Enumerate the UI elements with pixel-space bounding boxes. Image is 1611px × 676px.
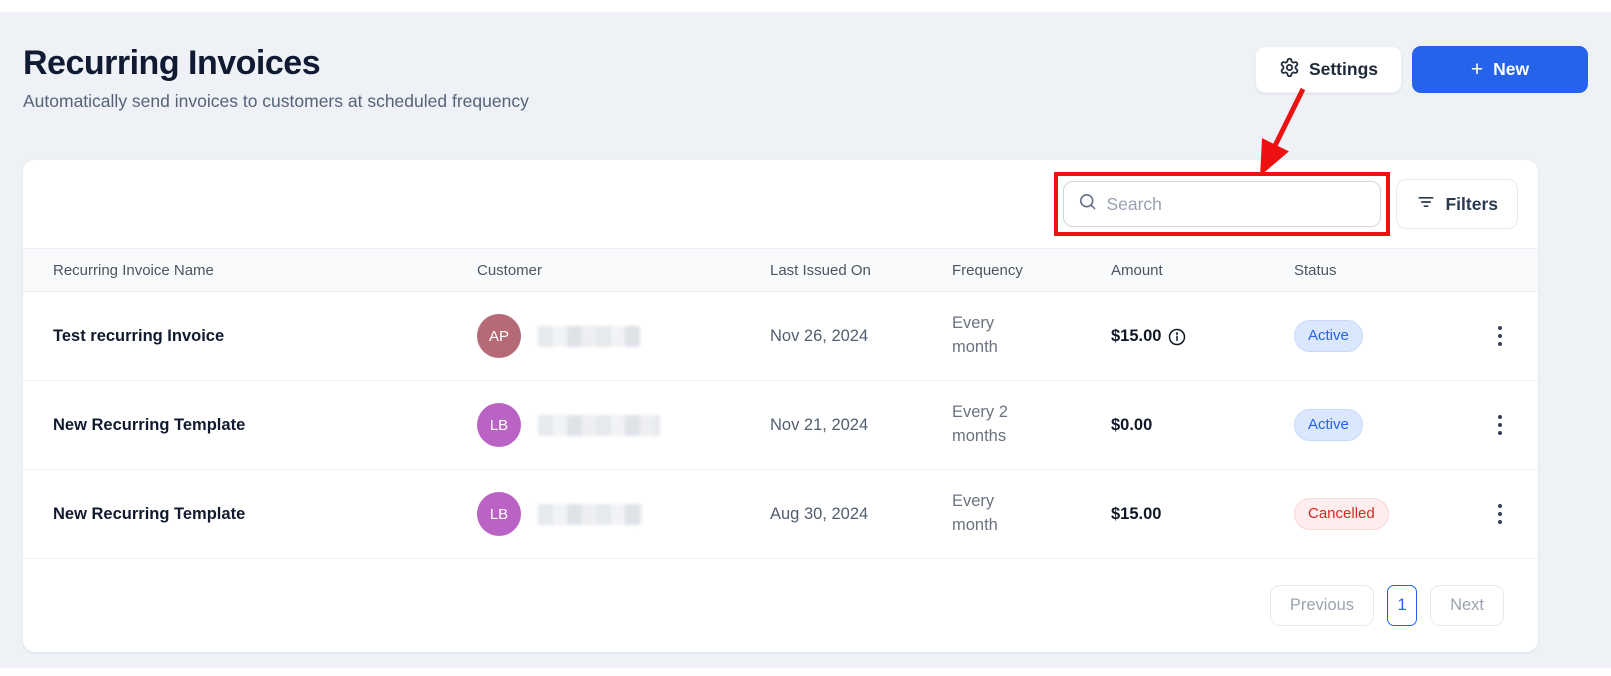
plus-icon: +: [1470, 58, 1484, 81]
amount-cell: $15.00: [1111, 505, 1294, 524]
page-subtitle: Automatically send invoices to customers…: [23, 91, 529, 111]
table-row[interactable]: New Recurring Template LB Aug 30, 2024 E…: [23, 470, 1538, 559]
page-header: Recurring Invoices Automatically send in…: [0, 0, 1611, 112]
search-highlight-annotation: [1054, 172, 1391, 236]
avatar: LB: [477, 492, 521, 536]
amount-value: $15.00: [1111, 504, 1162, 523]
row-actions-kebab-icon[interactable]: [1490, 407, 1510, 443]
invoice-name: Test recurring Invoice: [53, 326, 225, 345]
status-badge: Active: [1294, 320, 1363, 352]
header-actions: Settings + New: [1254, 46, 1588, 93]
avatar: LB: [477, 403, 521, 447]
pagination: Previous 1 Next: [23, 559, 1538, 651]
next-page-button[interactable]: Next: [1430, 584, 1504, 626]
last-issued-date: Nov 21, 2024: [770, 415, 869, 434]
gear-icon: [1279, 57, 1300, 83]
table-row[interactable]: Test recurring Invoice AP Nov 26, 2024 E…: [23, 292, 1538, 381]
filters-button-label: Filters: [1445, 193, 1498, 214]
recurring-invoices-card: Filters Recurring Invoice Name Customer …: [23, 160, 1538, 652]
row-actions-kebab-icon[interactable]: [1490, 318, 1510, 354]
filters-button[interactable]: Filters: [1396, 179, 1518, 229]
column-header-last-issued: Last Issued On: [770, 261, 871, 279]
top-strip: [0, 0, 1611, 12]
frequency: Every month: [952, 492, 998, 534]
amount-value: $15.00: [1111, 326, 1162, 345]
search-icon: [1078, 192, 1097, 216]
table-row[interactable]: New Recurring Template LB Nov 21, 2024 E…: [23, 381, 1538, 470]
amount-cell: $15.00: [1111, 327, 1294, 346]
column-header-status: Status: [1294, 261, 1337, 279]
redacted-customer-name: [538, 325, 640, 347]
page-number-button[interactable]: 1: [1387, 584, 1418, 626]
search-box[interactable]: [1063, 181, 1382, 227]
previous-page-button[interactable]: Previous: [1269, 584, 1375, 626]
column-header-customer: Customer: [477, 261, 543, 279]
column-header-frequency: Frequency: [952, 261, 1023, 279]
row-actions-kebab-icon[interactable]: [1490, 496, 1510, 532]
table-header-row: Recurring Invoice Name Customer Last Iss…: [23, 248, 1538, 292]
info-icon[interactable]: [1168, 328, 1186, 346]
invoice-name: New Recurring Template: [53, 415, 246, 434]
column-header-name: Recurring Invoice Name: [53, 261, 214, 279]
invoice-name: New Recurring Template: [53, 504, 246, 523]
column-header-amount: Amount: [1111, 261, 1163, 279]
frequency: Every 2 months: [952, 403, 1008, 445]
bottom-strip: [0, 668, 1611, 676]
table-toolbar: Filters: [23, 160, 1538, 248]
search-input[interactable]: [1106, 193, 1367, 215]
last-issued-date: Aug 30, 2024: [770, 504, 869, 523]
settings-button-label: Settings: [1308, 59, 1378, 79]
settings-button[interactable]: Settings: [1254, 46, 1402, 93]
new-button[interactable]: + New: [1412, 46, 1588, 93]
filter-icon: [1416, 192, 1436, 217]
page-title: Recurring Invoices: [23, 44, 321, 82]
customer-cell: LB: [477, 492, 770, 536]
frequency: Every month: [952, 314, 998, 356]
amount-cell: $0.00: [1111, 416, 1294, 435]
status-badge: Active: [1294, 409, 1363, 441]
status-badge: Cancelled: [1294, 498, 1389, 530]
new-button-label: New: [1493, 59, 1530, 79]
redacted-customer-name: [538, 414, 660, 436]
avatar: AP: [477, 314, 521, 358]
amount-value: $0.00: [1111, 415, 1153, 434]
customer-cell: AP: [477, 314, 770, 358]
last-issued-date: Nov 26, 2024: [770, 326, 869, 345]
customer-cell: LB: [477, 403, 770, 447]
redacted-customer-name: [538, 503, 642, 525]
